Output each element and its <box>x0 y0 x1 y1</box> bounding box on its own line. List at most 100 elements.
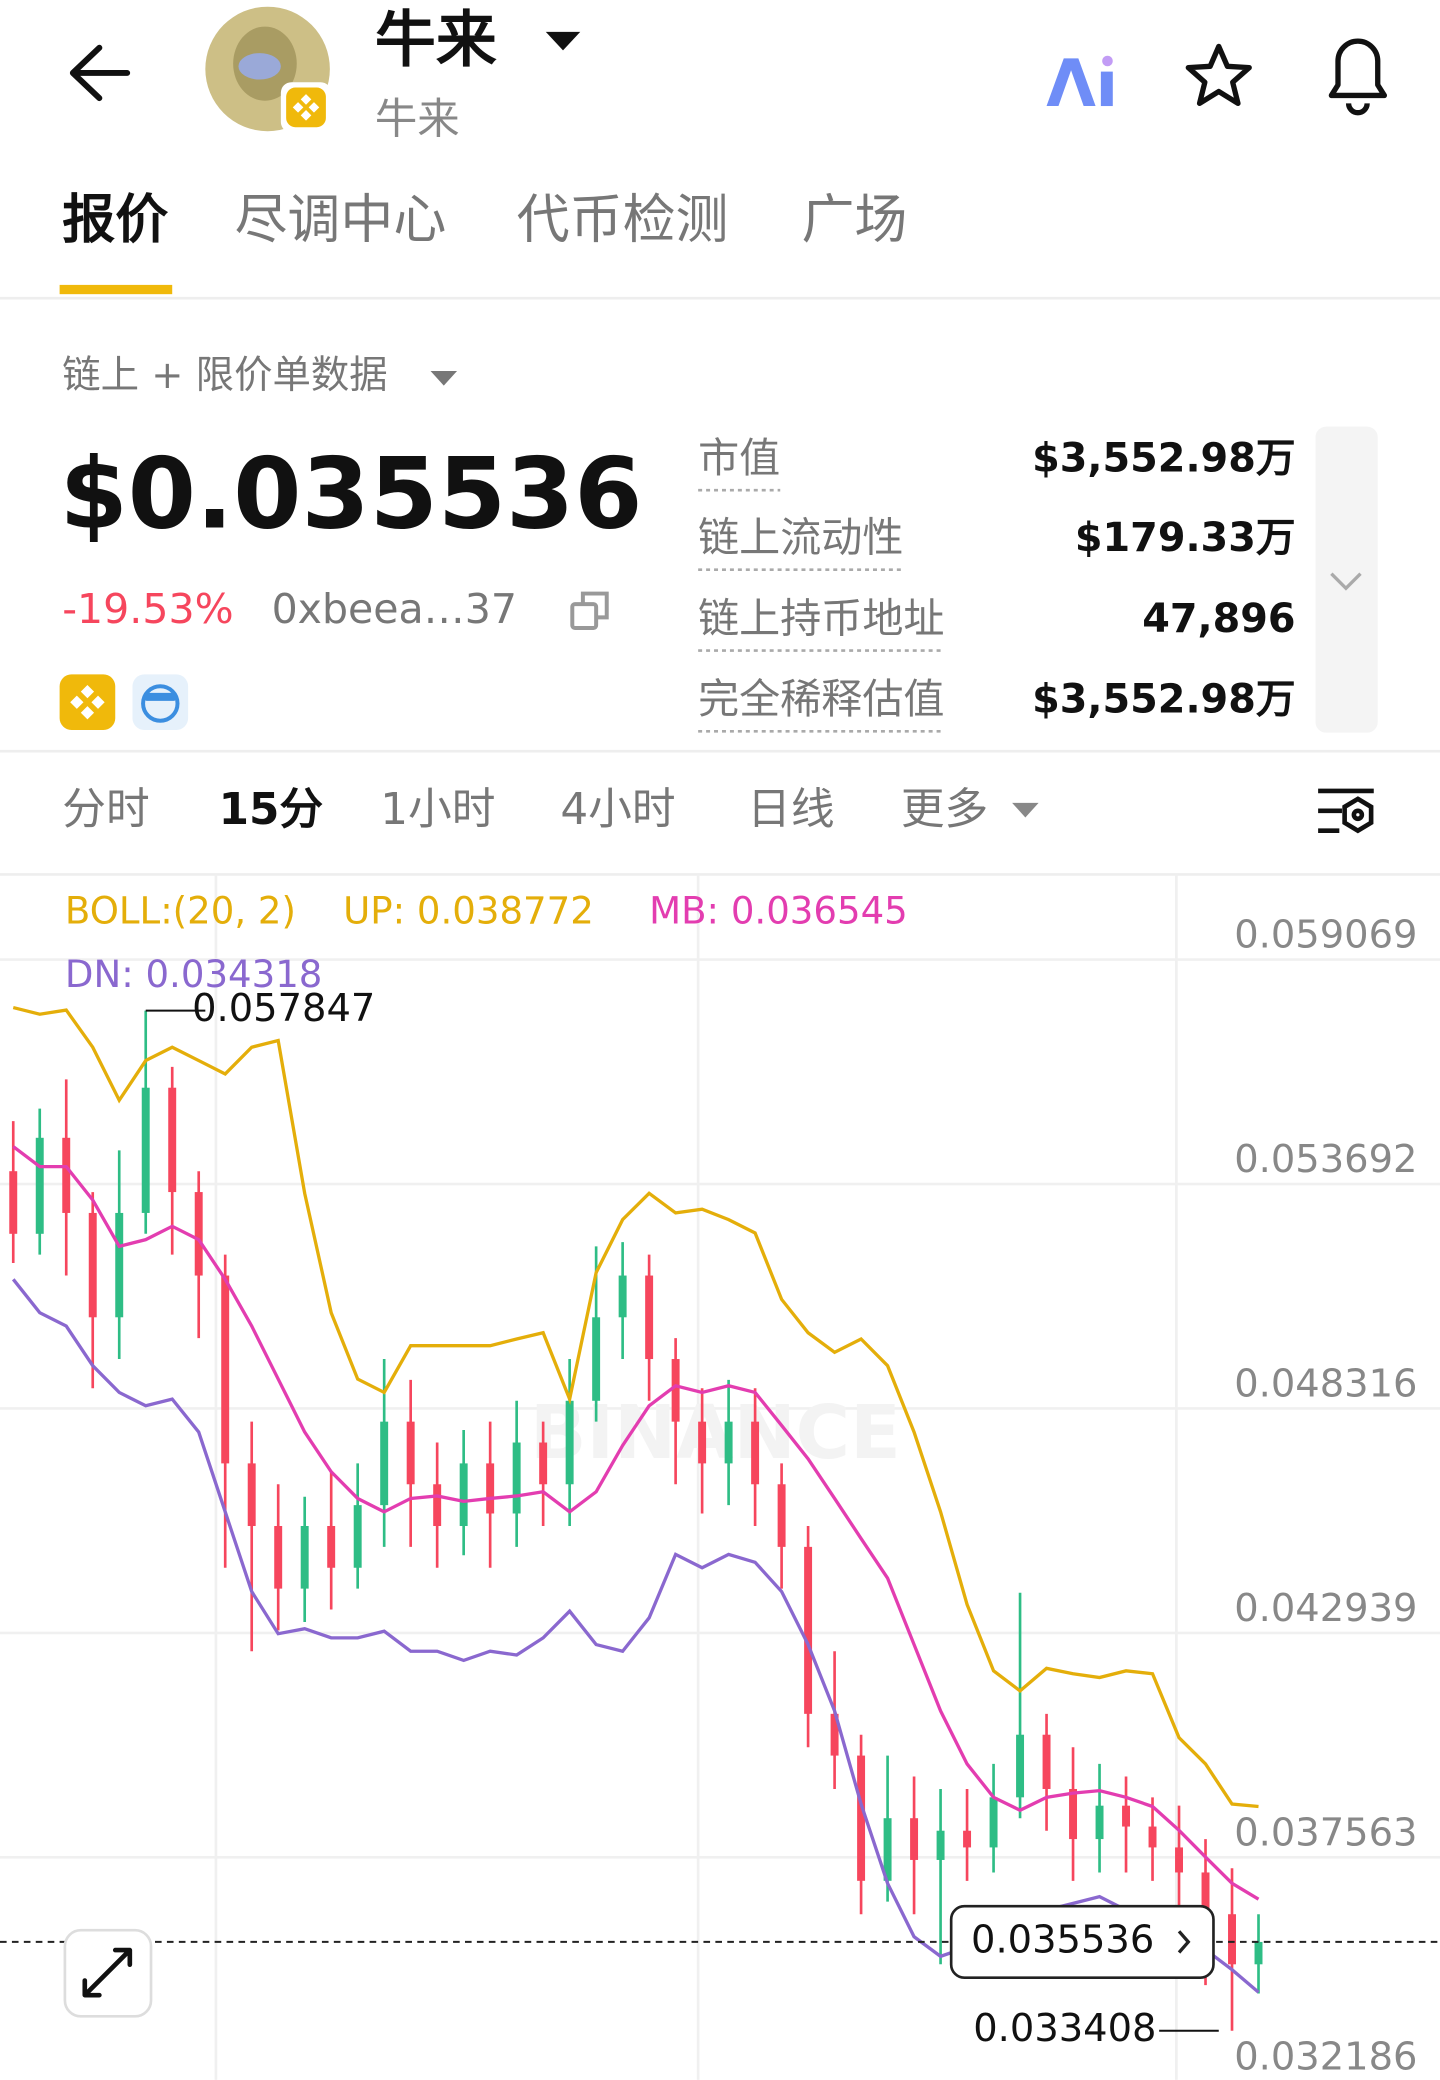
tab[interactable]: 尽调中心 <box>234 189 446 250</box>
legend-entry: MB: 0.036545 <box>649 889 908 932</box>
stat-label[interactable]: 链上持币地址 <box>698 594 944 642</box>
chain-badge <box>59 674 116 731</box>
high-label: 0.057847 <box>192 986 375 1031</box>
y-tick-label: 0.048316 <box>1234 1361 1417 1406</box>
candle-body <box>777 1484 786 1547</box>
candle-body <box>751 1421 760 1485</box>
last-price-label: 0.035536 <box>971 1917 1154 1962</box>
candle-body <box>115 1212 124 1318</box>
candle-body <box>724 1421 733 1464</box>
data-source-dropdown[interactable] <box>430 371 458 386</box>
candle-body <box>512 1442 521 1514</box>
candle-body <box>353 1505 362 1568</box>
candle-body <box>857 1755 866 1881</box>
tab[interactable]: 报价 <box>62 189 168 250</box>
y-tick-label: 0.053692 <box>1234 1137 1417 1182</box>
candle-body <box>1069 1788 1078 1840</box>
stat-label[interactable]: 市值 <box>698 434 780 482</box>
indicator-label: BOLL:(20, 2) <box>65 889 296 932</box>
timeframe-tab[interactable]: 日线 <box>747 784 834 835</box>
tab[interactable]: 代币检测 <box>517 189 729 250</box>
current-price: $0.035536 <box>60 438 643 552</box>
stat-label[interactable]: 完全稀释估值 <box>698 675 944 723</box>
contract-address: 0xbeea…37 <box>272 585 517 633</box>
stat-value: $3,552.98万 <box>1032 436 1295 482</box>
candle-body <box>592 1317 601 1401</box>
timeframe-tab[interactable]: 1小时 <box>380 784 495 835</box>
candle-body <box>698 1421 707 1464</box>
favorite-button[interactable] <box>1185 43 1252 107</box>
stat-label[interactable]: 链上流动性 <box>698 514 903 562</box>
tag-chevron <box>1177 1930 1191 1954</box>
back-button[interactable] <box>69 44 131 102</box>
boll-line <box>12 1005 1259 1809</box>
copy-button[interactable] <box>570 591 609 630</box>
fullscreen-button[interactable] <box>63 1928 153 2018</box>
kline-chart: 0.059069 0.053692 0.048316 0.042939 0.037563… <box>0 874 1440 2080</box>
watermark: BINANCE <box>530 1390 901 1476</box>
candle-body <box>910 1818 919 1860</box>
candle-body <box>671 1359 680 1422</box>
ai-button[interactable] <box>1046 55 1113 107</box>
candle-body <box>963 1830 972 1848</box>
title-dropdown[interactable] <box>545 31 581 51</box>
candle-body <box>327 1526 336 1568</box>
tab[interactable]: 广场 <box>801 189 907 250</box>
boll-line <box>11 1278 1260 1994</box>
candle-body <box>141 1087 150 1213</box>
stats-expand[interactable] <box>1315 426 1378 733</box>
candle-body <box>1016 1734 1025 1798</box>
candle-body <box>645 1275 654 1360</box>
candle-body <box>989 1797 998 1848</box>
stat-value: 47,896 <box>1142 596 1295 642</box>
more-dropdown[interactable] <box>1012 802 1039 818</box>
timeframe-tab[interactable]: 15分 <box>219 784 324 835</box>
candle-body <box>459 1463 468 1527</box>
candle-body <box>1122 1805 1131 1827</box>
candle-body <box>62 1137 71 1213</box>
candle-body <box>194 1192 203 1276</box>
candle-body <box>1042 1734 1051 1789</box>
token-title[interactable]: 牛来 <box>375 4 497 75</box>
price-change: -19.53% <box>62 585 233 633</box>
token-subtitle: 牛来 <box>375 94 460 143</box>
avatar <box>205 6 332 133</box>
timeframe-tab[interactable]: 4小时 <box>560 784 675 835</box>
candle-body <box>1095 1805 1104 1840</box>
candle-body <box>883 1818 892 1881</box>
candle-body <box>9 1171 18 1234</box>
legend-entry: UP: 0.038772 <box>343 889 594 932</box>
chart-settings[interactable] <box>1318 788 1374 834</box>
candle-body <box>88 1212 97 1318</box>
data-source[interactable]: 链上 + 限价单数据 <box>62 353 387 398</box>
candle-body <box>274 1526 283 1589</box>
candle-body <box>221 1275 230 1464</box>
candle-body <box>247 1463 256 1527</box>
candle-body <box>406 1421 415 1485</box>
y-tick-label: 0.032186 <box>1234 2035 1417 2080</box>
low-label: 0.033408 <box>973 2006 1156 2051</box>
candle-body <box>1228 1914 1236 1965</box>
candle-body <box>380 1421 389 1506</box>
candle-body <box>830 1713 839 1756</box>
candle-body <box>565 1400 574 1485</box>
legend-entry: DN: 0.034318 <box>65 953 322 996</box>
candle-body <box>486 1463 495 1514</box>
timeframe-tab[interactable]: 更多 <box>901 784 988 835</box>
timeframe-tab[interactable]: 分时 <box>62 784 149 835</box>
notification-button[interactable] <box>1328 38 1388 116</box>
candle-body <box>618 1275 627 1318</box>
candle-body <box>1254 1941 1263 1965</box>
active-tab-indicator <box>59 284 173 295</box>
y-tick-label: 0.042939 <box>1234 1586 1417 1631</box>
y-tick-label: 0.037563 <box>1234 1810 1417 1855</box>
candle-body <box>804 1546 813 1714</box>
candle-body <box>433 1484 442 1527</box>
stat-value: $179.33万 <box>1075 515 1296 561</box>
candle-body <box>1148 1826 1157 1848</box>
last-price-tag[interactable] <box>949 1904 1215 1980</box>
stat-value: $3,552.98万 <box>1032 677 1295 723</box>
candle-body <box>168 1087 177 1193</box>
